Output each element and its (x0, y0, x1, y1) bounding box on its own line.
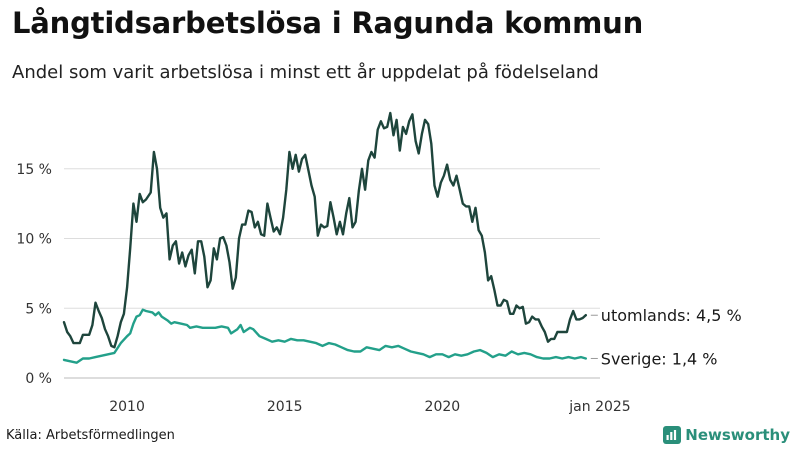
y-tick-label: 15 % (16, 162, 52, 178)
end-labels: utomlands: 4,5 % Sverige: 1,4 % (590, 306, 742, 368)
chart-title: Långtidsarbetslösa i Ragunda kommun (12, 6, 644, 40)
newsworthy-logo: Newsworthy (663, 426, 790, 444)
source-note: Källa: Arbetsförmedlingen (6, 428, 175, 443)
x-axis-ticks: 2010 2015 2020 jan 2025 (109, 399, 630, 415)
y-tick-label: 10 % (16, 232, 52, 248)
x-tick-label: 2010 (109, 399, 145, 415)
series-line-utomlands (62, 111, 587, 349)
y-axis-ticks: 0 % 5 % 10 % 15 % (16, 162, 52, 387)
y-tick-label: 0 % (25, 371, 52, 387)
series-lines (62, 111, 587, 364)
logo-text: Newsworthy (685, 426, 790, 444)
series-line-sverige (62, 308, 587, 364)
x-tick-label: 2020 (425, 399, 461, 415)
x-tick-label: jan 2025 (568, 399, 630, 415)
end-label-utomlands: utomlands: 4,5 % (601, 306, 742, 325)
bar-chart-icon (663, 426, 682, 444)
y-tick-label: 5 % (25, 301, 52, 317)
end-label-sverige: Sverige: 1,4 % (601, 349, 718, 368)
x-tick-label: 2015 (267, 399, 303, 415)
chart-subtitle: Andel som varit arbetslösa i minst ett å… (12, 62, 599, 83)
